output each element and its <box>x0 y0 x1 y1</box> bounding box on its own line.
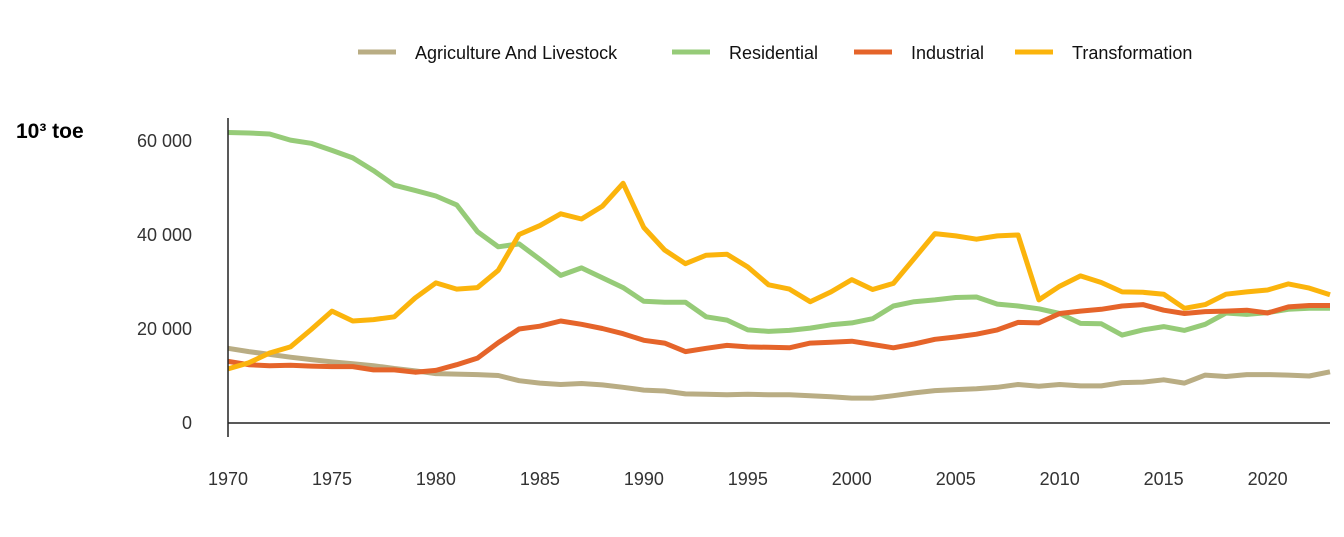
x-tick-label: 2010 <box>1040 469 1080 489</box>
y-unit-label: 10³ toe <box>16 120 84 143</box>
y-axis-ticks: 0 20 000 40 000 60 000 <box>137 131 192 433</box>
x-axis-ticks: 1970 1975 1980 1985 1990 1995 2000 2005 2010 2015… <box>208 469 1288 489</box>
x-tick-label: 2020 <box>1248 469 1288 489</box>
x-tick-label: 1970 <box>208 469 248 489</box>
x-tick-label: 1990 <box>624 469 664 489</box>
x-tick-label: 1975 <box>312 469 352 489</box>
y-tick-label: 40 000 <box>137 225 192 245</box>
x-tick-label: 2000 <box>832 469 872 489</box>
x-tick-label: 2005 <box>936 469 976 489</box>
x-tick-label: 2015 <box>1144 469 1184 489</box>
legend-label: Industrial <box>911 43 984 63</box>
legend-label: Transformation <box>1072 43 1192 63</box>
series-group <box>227 130 1331 401</box>
y-tick-label: 60 000 <box>137 131 192 151</box>
y-tick-label: 20 000 <box>137 319 192 339</box>
legend: Agriculture And Livestock Residential Indu… <box>358 43 1192 63</box>
legend-label: Agriculture And Livestock <box>415 43 618 63</box>
x-tick-label: 1985 <box>520 469 560 489</box>
series-line-residential <box>227 130 1330 338</box>
series-line-industrial <box>227 302 1330 375</box>
axes <box>227 118 1330 437</box>
series-line-transformation <box>227 180 1331 372</box>
y-tick-label: 0 <box>182 413 192 433</box>
x-tick-label: 1980 <box>416 469 456 489</box>
series-line-agriculture-and-livestock <box>227 345 1331 401</box>
legend-label: Residential <box>729 43 818 63</box>
x-tick-label: 1995 <box>728 469 768 489</box>
